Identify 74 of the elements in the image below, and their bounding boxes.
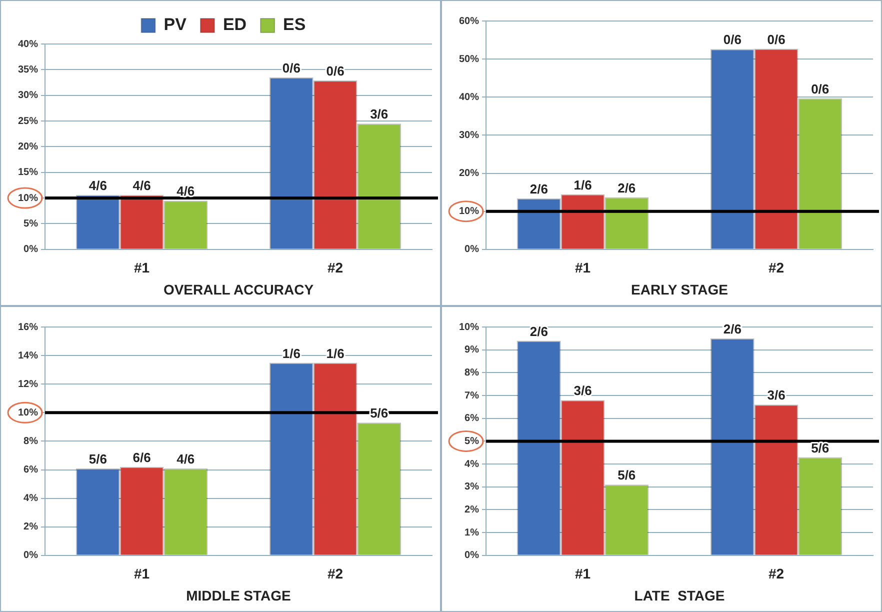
y-tick-label: 30% (459, 130, 480, 141)
y-tick-label: 0% (24, 244, 38, 256)
y-tick-label: 9% (464, 344, 480, 356)
y-tick-label: 20% (18, 141, 38, 152)
x-tick-label: #1 (574, 566, 591, 582)
y-tick-label: 4% (24, 493, 38, 504)
y-tick-label: 10% (459, 206, 480, 218)
y-tick-label: 0% (464, 550, 480, 562)
y-tick-label: 12% (18, 378, 38, 390)
annotation: 0/6 (326, 64, 344, 79)
y-tick-label: 60% (459, 16, 480, 27)
annotation: 5/6 (618, 468, 636, 483)
annotation: 4/6 (176, 451, 195, 466)
annotation: 4/6 (176, 184, 195, 199)
annotation: 1/6 (574, 177, 592, 192)
annotation: 3/6 (370, 106, 388, 122)
annotation: 2/6 (723, 322, 742, 336)
y-tick-label: 5% (464, 436, 480, 447)
annotation: 0/6 (282, 60, 300, 76)
x-tick-label: #1 (134, 260, 150, 276)
annotation: 2/6 (530, 324, 548, 339)
x-axis-title: MIDDLE STAGE (186, 587, 291, 604)
y-tick-label: 3% (464, 482, 480, 493)
y-tick-label: 10% (459, 322, 480, 333)
x-tick-label: #2 (768, 566, 784, 582)
y-tick-label: 16% (18, 322, 38, 333)
y-tick-label: 10% (18, 407, 38, 418)
y-tick-label: 40% (18, 38, 38, 50)
x-axis-title: OVERALL ACCURACY (163, 281, 314, 298)
y-tick-label: 14% (18, 350, 38, 362)
annotation: 0/6 (767, 32, 786, 47)
y-tick-label: 7% (464, 390, 480, 402)
y-tick-label: 5% (24, 218, 38, 230)
y-tick-label: 40% (459, 92, 480, 103)
annotation: 2/6 (530, 181, 548, 196)
y-tick-label: 10% (18, 192, 38, 204)
y-tick-label: 6% (24, 464, 38, 476)
annotation: 5/6 (88, 451, 107, 466)
y-tick-label: 2% (464, 504, 480, 516)
legend-label: PV (164, 15, 188, 34)
y-tick-label: 50% (459, 54, 480, 65)
annotation: 1/6 (326, 346, 344, 361)
y-tick-label: 8% (24, 436, 38, 447)
annotation: 3/6 (767, 388, 786, 403)
annotation: 0/6 (811, 81, 830, 96)
annotation: 4/6 (88, 178, 107, 194)
y-tick-label: 6% (464, 413, 480, 424)
legend-label: ES (283, 15, 306, 34)
x-tick-label: #1 (574, 260, 591, 276)
annotation: 5/6 (811, 440, 830, 456)
annotation: 1/6 (282, 346, 300, 361)
annotation: 4/6 (132, 178, 151, 194)
y-tick-label: 0% (24, 550, 38, 562)
x-tick-label: #2 (768, 260, 784, 276)
y-tick-label: 0% (464, 244, 480, 256)
y-tick-label: 20% (459, 168, 480, 180)
annotation: 2/6 (618, 180, 636, 196)
x-axis-title: EARLY STAGE (631, 281, 728, 298)
annotation: 3/6 (574, 383, 592, 398)
x-tick-label: #1 (134, 566, 150, 582)
y-tick-label: 35% (18, 64, 38, 76)
x-axis-title: LATE STAGE (634, 587, 725, 604)
y-tick-label: 1% (464, 527, 480, 538)
y-tick-label: 25% (18, 116, 38, 127)
annotation: 0/6 (723, 32, 742, 48)
y-tick-label: 4% (464, 458, 480, 470)
legend-label: ED (222, 15, 247, 34)
annotation: 6/6 (132, 450, 151, 465)
y-tick-label: 15% (18, 167, 38, 178)
y-tick-label: 2% (24, 522, 38, 533)
y-tick-label: 8% (464, 367, 480, 378)
y-tick-label: 30% (18, 90, 38, 102)
x-tick-label: #2 (327, 566, 344, 582)
x-tick-label: #2 (327, 260, 344, 276)
